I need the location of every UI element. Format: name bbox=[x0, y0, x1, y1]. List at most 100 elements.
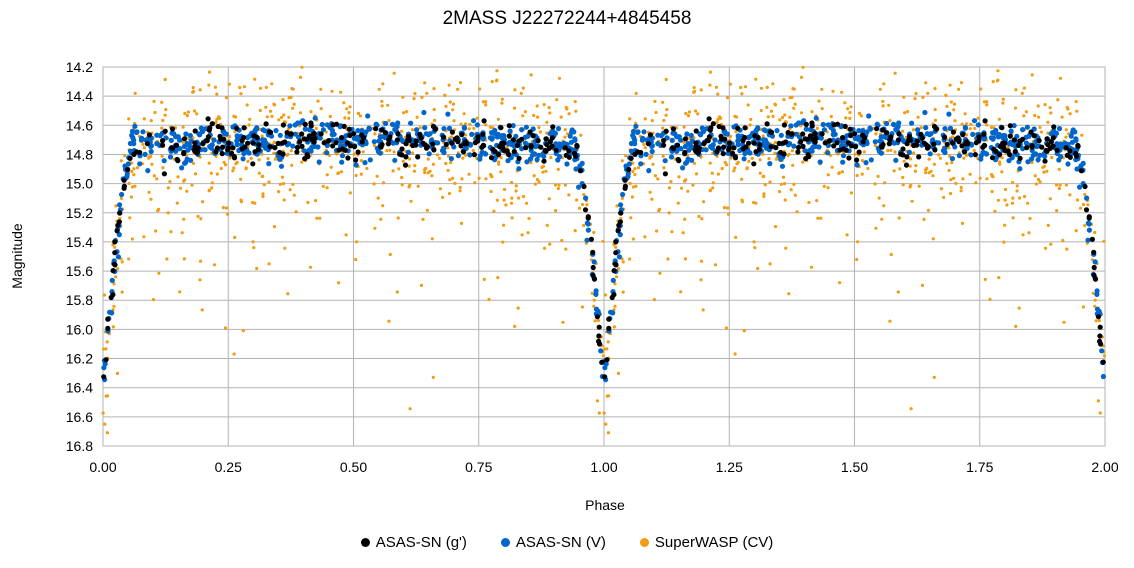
data-point bbox=[345, 107, 349, 111]
data-point bbox=[662, 171, 669, 177]
data-point bbox=[1098, 341, 1104, 347]
data-point bbox=[519, 146, 525, 152]
data-point bbox=[1051, 128, 1057, 134]
data-point bbox=[1035, 157, 1041, 163]
data-point bbox=[122, 163, 128, 169]
data-point bbox=[1082, 183, 1088, 190]
data-point bbox=[944, 141, 950, 147]
data-point bbox=[241, 134, 247, 141]
data-point bbox=[724, 326, 729, 330]
data-point bbox=[309, 136, 315, 143]
data-point bbox=[768, 129, 774, 135]
data-point bbox=[862, 150, 866, 154]
data-point bbox=[510, 196, 514, 200]
data-point bbox=[541, 153, 547, 159]
data-point bbox=[255, 266, 259, 271]
data-point bbox=[996, 69, 1000, 73]
data-point bbox=[933, 126, 940, 132]
data-point bbox=[1001, 101, 1005, 105]
data-point bbox=[819, 131, 825, 137]
data-point bbox=[1022, 114, 1026, 118]
data-point bbox=[1097, 318, 1101, 323]
data-point bbox=[233, 235, 237, 239]
data-point bbox=[302, 156, 308, 162]
data-point bbox=[622, 185, 628, 191]
data-point bbox=[666, 257, 670, 261]
data-point bbox=[411, 151, 415, 155]
data-point bbox=[971, 118, 978, 124]
data-point bbox=[414, 127, 420, 133]
data-point bbox=[403, 141, 409, 147]
data-point bbox=[372, 143, 376, 148]
data-point bbox=[720, 125, 726, 131]
data-point bbox=[205, 116, 211, 122]
data-point bbox=[264, 85, 268, 89]
data-point bbox=[621, 290, 625, 294]
data-point bbox=[1056, 157, 1062, 163]
data-point bbox=[413, 164, 417, 168]
data-point bbox=[759, 108, 763, 113]
data-point bbox=[767, 161, 773, 167]
data-point bbox=[444, 104, 448, 108]
data-point bbox=[234, 162, 238, 166]
data-point bbox=[910, 199, 914, 203]
data-point bbox=[166, 211, 170, 215]
data-point bbox=[944, 93, 948, 97]
data-point bbox=[488, 125, 492, 129]
data-point bbox=[845, 233, 849, 237]
data-point bbox=[919, 135, 925, 141]
data-point bbox=[1063, 145, 1069, 151]
data-point bbox=[175, 201, 179, 205]
data-point bbox=[681, 231, 685, 235]
data-point bbox=[642, 142, 646, 146]
data-point bbox=[182, 160, 188, 166]
data-point bbox=[873, 143, 877, 148]
plot-grid bbox=[102, 66, 1106, 447]
data-point bbox=[241, 125, 247, 131]
data-point bbox=[906, 110, 910, 114]
data-point bbox=[661, 154, 665, 158]
data-point bbox=[452, 119, 456, 123]
data-point bbox=[803, 156, 809, 162]
data-point bbox=[761, 140, 767, 146]
data-point bbox=[219, 166, 223, 171]
data-point bbox=[144, 141, 150, 147]
data-point bbox=[254, 134, 260, 141]
data-point bbox=[615, 228, 621, 234]
data-point bbox=[1033, 174, 1037, 178]
data-point bbox=[628, 155, 634, 161]
data-point bbox=[984, 151, 990, 157]
data-point bbox=[1011, 196, 1015, 200]
data-point bbox=[387, 319, 391, 323]
data-point bbox=[653, 174, 658, 178]
data-point bbox=[186, 110, 190, 114]
data-point bbox=[142, 151, 148, 157]
data-point bbox=[766, 115, 770, 119]
data-point bbox=[191, 161, 195, 165]
data-point bbox=[524, 159, 530, 165]
data-point bbox=[1077, 184, 1083, 190]
data-point bbox=[1074, 229, 1078, 233]
data-point bbox=[372, 182, 376, 186]
data-point bbox=[289, 149, 293, 153]
data-point bbox=[751, 161, 757, 167]
data-point bbox=[541, 170, 545, 174]
data-point bbox=[727, 212, 731, 216]
data-point bbox=[598, 348, 604, 354]
data-point bbox=[464, 153, 468, 157]
data-point bbox=[952, 176, 956, 180]
data-point bbox=[1093, 298, 1097, 302]
data-point bbox=[774, 128, 780, 134]
data-point bbox=[229, 150, 235, 156]
data-point bbox=[345, 155, 351, 161]
data-point bbox=[263, 121, 269, 127]
data-point bbox=[266, 161, 272, 167]
data-point bbox=[130, 237, 134, 241]
data-point bbox=[634, 91, 638, 95]
data-point bbox=[933, 87, 937, 91]
y-tick-label: 15.2 bbox=[66, 205, 93, 221]
data-point bbox=[399, 137, 405, 143]
data-point bbox=[955, 135, 961, 141]
data-point bbox=[173, 142, 180, 148]
data-point bbox=[238, 85, 242, 90]
